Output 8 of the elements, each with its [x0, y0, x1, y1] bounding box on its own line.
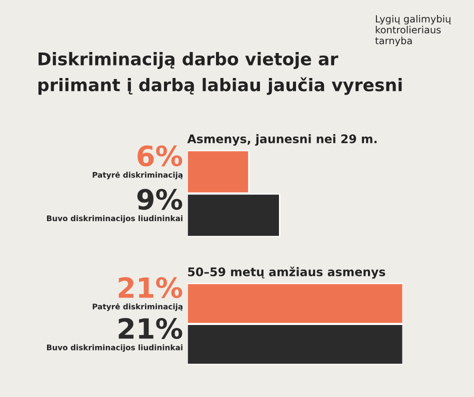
chart-subtitle: 50–59 metų amžiaus asmenys: [188, 266, 386, 279]
chart-title: Diskriminaciją darbo vietoje ar priimant į darbą labiau jaučia vyresni: [38, 52, 402, 95]
data-label: 21%: [118, 318, 182, 340]
text: Lygių galimybių kontrolieriaus tarnyba: [375, 15, 451, 46]
data-label: 21%: [118, 277, 182, 298]
data-label: 9%: [137, 188, 182, 210]
chart-subtitle: Asmenys, jaunesni nei 29 m.: [187, 134, 377, 146]
data-label: 6%: [138, 145, 182, 166]
